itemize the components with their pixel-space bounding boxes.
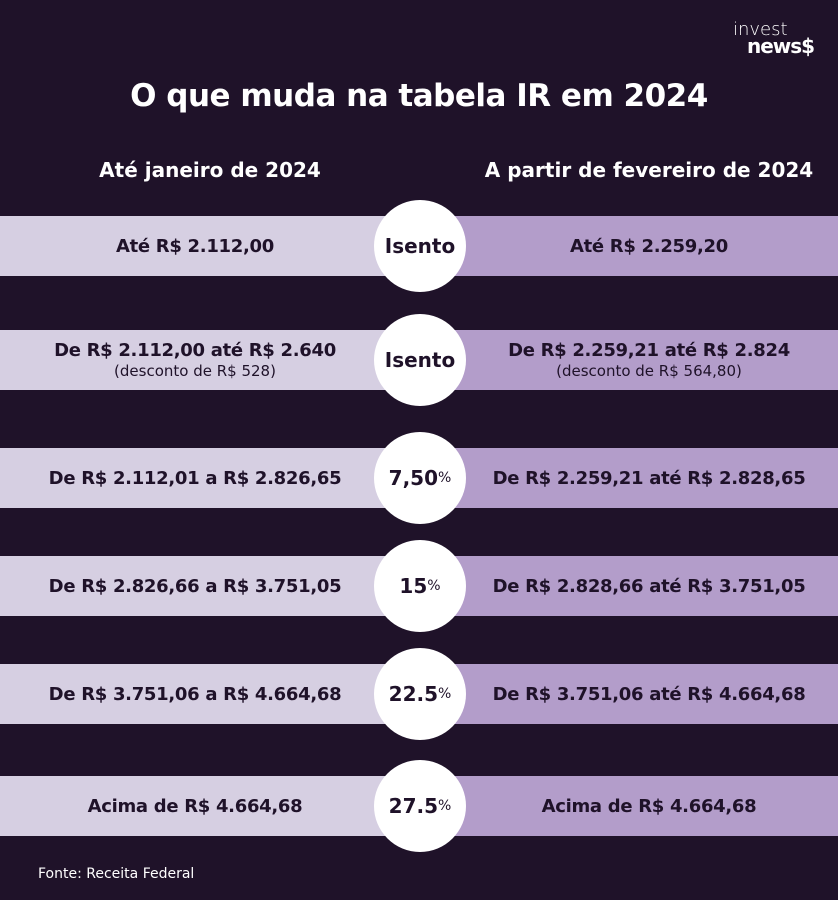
bracket-after-range: Acima de R$ 4.664,68	[541, 795, 757, 817]
bracket-before-note: (desconto de R$ 528)	[114, 362, 276, 380]
bracket-before: De R$ 2.112,00 até R$ 2.640 (desconto de …	[0, 330, 420, 390]
rate-value: Isento	[384, 348, 456, 372]
table-row: Até R$ 2.112,00 Até R$ 2.259,20 Isento	[0, 200, 838, 292]
bracket-before-range: Acima de R$ 4.664,68	[87, 795, 303, 817]
bracket-after: De R$ 3.751,06 até R$ 4.664,68	[420, 664, 838, 724]
rate-circle: 15%	[374, 540, 466, 632]
bracket-before-range: De R$ 2.112,01 a R$ 2.826,65	[48, 467, 342, 489]
rate-value: 22.5	[388, 682, 439, 706]
table-row: Acima de R$ 4.664,68 Acima de R$ 4.664,6…	[0, 760, 838, 852]
bracket-after: De R$ 2.828,66 até R$ 3.751,05	[420, 556, 838, 616]
rate-circle: 7,50%	[374, 432, 466, 524]
bracket-before-range: De R$ 2.826,66 a R$ 3.751,05	[48, 575, 342, 597]
logo-line1: invest	[733, 19, 788, 40]
bracket-after: Acima de R$ 4.664,68	[420, 776, 838, 836]
bracket-before: De R$ 3.751,06 a R$ 4.664,68	[0, 664, 420, 724]
bracket-before-range: De R$ 3.751,06 a R$ 4.664,68	[48, 683, 342, 705]
rate-circle: 27.5%	[374, 760, 466, 852]
percent-sign: %	[427, 578, 441, 594]
rate-value: 7,50	[388, 466, 439, 490]
table-row: De R$ 2.826,66 a R$ 3.751,05 De R$ 2.828…	[0, 540, 838, 632]
bracket-after-range: De R$ 2.828,66 até R$ 3.751,05	[492, 575, 806, 597]
percent-sign: %	[438, 798, 452, 814]
source-note: Fonte: Receita Federal	[38, 866, 195, 882]
bracket-before: De R$ 2.112,01 a R$ 2.826,65	[0, 448, 420, 508]
bracket-after: De R$ 2.259,21 até R$ 2.824 (desconto de …	[420, 330, 838, 390]
bracket-after-range: De R$ 2.259,21 até R$ 2.824	[508, 340, 790, 361]
bracket-before-range: Até R$ 2.112,00	[116, 235, 274, 257]
bracket-after-range: Até R$ 2.259,20	[570, 235, 728, 257]
bracket-after-note: (desconto de R$ 564,80)	[556, 362, 742, 380]
column-header-after: A partir de fevereiro de 2024	[484, 158, 814, 182]
rate-value: 15	[399, 574, 428, 598]
bracket-before: Até R$ 2.112,00	[0, 216, 420, 276]
bracket-before: Acima de R$ 4.664,68	[0, 776, 420, 836]
table-row: De R$ 2.112,01 a R$ 2.826,65 De R$ 2.259…	[0, 432, 838, 524]
rate-circle: Isento	[374, 314, 466, 406]
page-title: O que muda na tabela IR em 2024	[130, 78, 708, 114]
rate-value: Isento	[384, 234, 456, 258]
bracket-after: De R$ 2.259,21 até R$ 2.828,65	[420, 448, 838, 508]
table-row: De R$ 2.112,00 até R$ 2.640 (desconto de …	[0, 314, 838, 406]
bracket-before-range: De R$ 2.112,00 até R$ 2.640	[54, 340, 336, 361]
rate-value: 27.5	[388, 794, 439, 818]
bracket-before: De R$ 2.826,66 a R$ 3.751,05	[0, 556, 420, 616]
table-row: De R$ 3.751,06 a R$ 4.664,68 De R$ 3.751…	[0, 648, 838, 740]
bracket-after-range: De R$ 3.751,06 até R$ 4.664,68	[492, 683, 806, 705]
column-header-before: Até janeiro de 2024	[99, 158, 321, 182]
percent-sign: %	[438, 686, 452, 702]
rate-circle: 22.5%	[374, 648, 466, 740]
logo-line2: news$	[747, 34, 815, 58]
rate-circle: Isento	[374, 200, 466, 292]
bracket-after-range: De R$ 2.259,21 até R$ 2.828,65	[492, 467, 806, 489]
percent-sign: %	[438, 470, 452, 486]
investnews-logo: invest news$	[733, 19, 815, 58]
bracket-after: Até R$ 2.259,20	[420, 216, 838, 276]
